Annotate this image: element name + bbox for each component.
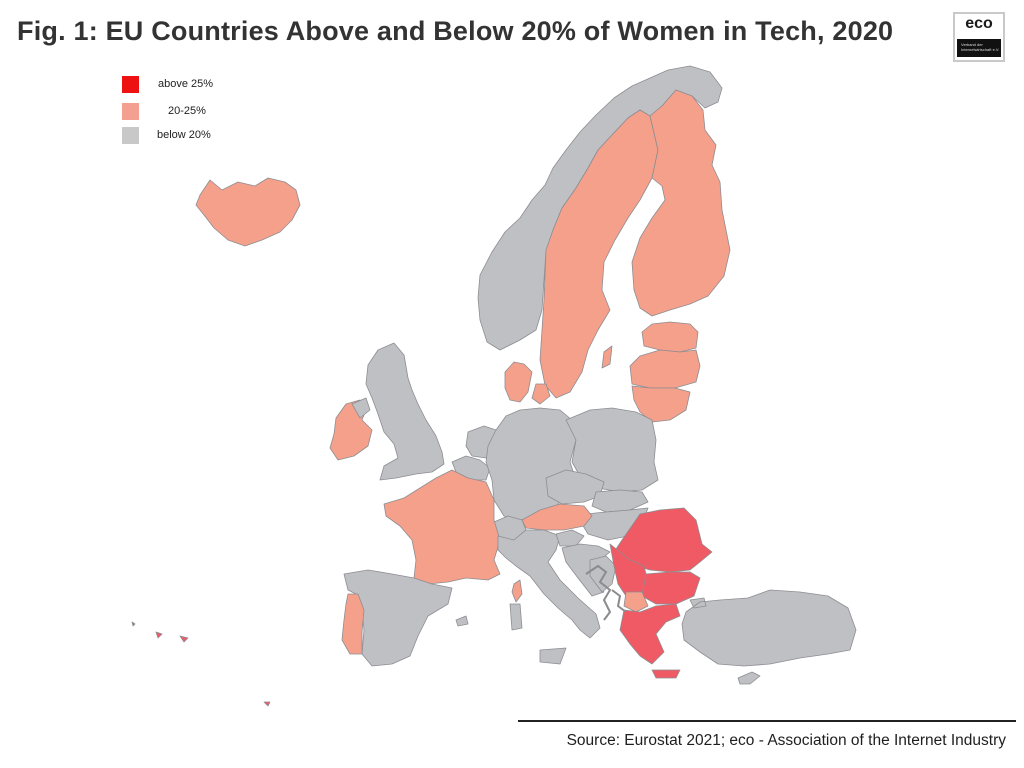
- source-divider: [518, 720, 1016, 722]
- logo-tagline: Verband der Internetwirtschaft e.V.: [961, 42, 1000, 52]
- legend-label-below: below 20%: [157, 129, 211, 141]
- country-north-macedonia: [623, 591, 649, 613]
- island-balearic: [455, 615, 469, 627]
- legend-swatch-mid: [122, 103, 139, 120]
- country-estonia: [641, 321, 699, 353]
- eco-logo: eco Verband der Internetwirtschaft e.V.: [953, 12, 1005, 62]
- legend-item-mid: 20-25%: [120, 103, 260, 123]
- legend-label-mid: 20-25%: [168, 105, 206, 117]
- island-madeira: [263, 701, 271, 707]
- country-iceland: [195, 177, 301, 247]
- country-latvia: [629, 349, 701, 389]
- legend-swatch-above: [122, 76, 139, 93]
- country-italy: [497, 529, 601, 665]
- country-greece: [619, 603, 681, 679]
- balkan-border-line: [585, 564, 612, 621]
- country-cyprus: [737, 671, 761, 685]
- country-finland: [631, 89, 731, 317]
- country-denmark: [504, 361, 551, 405]
- country-slovakia: [591, 489, 649, 513]
- island-gotland: [601, 345, 613, 369]
- island-canaries: [131, 621, 189, 643]
- legend-item-above: above 25%: [120, 76, 260, 96]
- country-poland: [565, 407, 659, 493]
- source-note: Source: Eurostat 2021; eco - Association…: [566, 732, 1006, 749]
- country-lithuania: [631, 385, 691, 423]
- country-slovenia: [555, 529, 585, 547]
- country-bosnia: [589, 555, 617, 593]
- legend-label-above: above 25%: [158, 78, 214, 90]
- country-portugal: [341, 593, 365, 655]
- balkan-border-line: [611, 589, 627, 613]
- logo-bar: Verband der Internetwirtschaft e.V.: [957, 39, 1001, 57]
- country-austria: [521, 503, 593, 531]
- legend-swatch-below: [122, 127, 139, 144]
- country-corsica: [511, 579, 523, 603]
- country-uk: [351, 342, 445, 481]
- country-sweden: [539, 109, 659, 399]
- country-bulgaria: [641, 571, 701, 605]
- country-turkey: [681, 589, 857, 667]
- legend-item-below: below 20%: [120, 127, 260, 147]
- country-france: [383, 469, 501, 585]
- chart-title: Fig. 1: EU Countries Above and Below 20%…: [17, 16, 894, 46]
- logo-wordmark: eco: [965, 15, 993, 32]
